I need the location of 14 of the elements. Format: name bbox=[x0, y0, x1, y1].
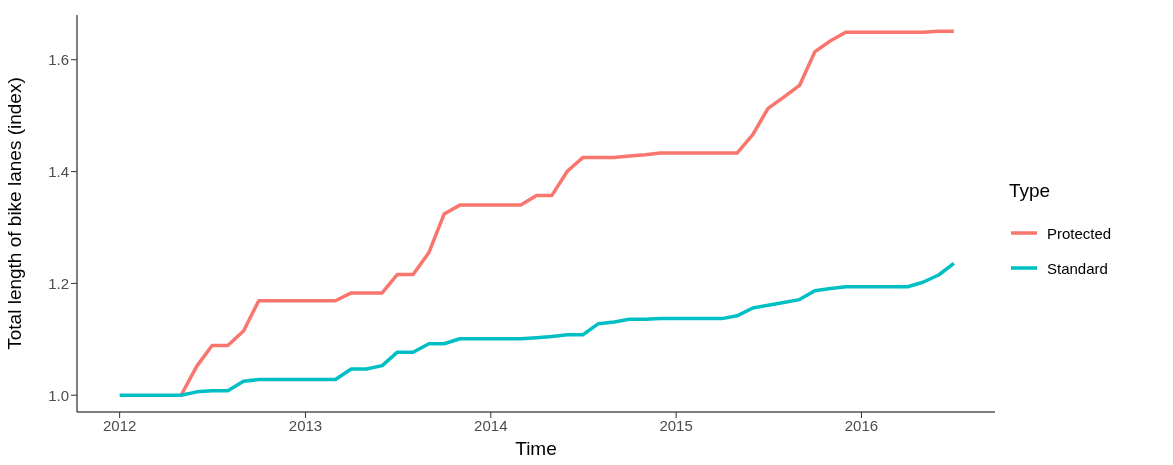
y-tick-label: 1.6 bbox=[48, 51, 69, 69]
x-tick-label: 2015 bbox=[659, 416, 693, 434]
y-tick-label: 1.4 bbox=[48, 162, 69, 180]
legend-label: Standard bbox=[1047, 259, 1108, 277]
x-axis-title: Time bbox=[515, 438, 557, 459]
line-series bbox=[117, 261, 956, 397]
x-tick-label: 2014 bbox=[474, 416, 508, 434]
y-tick-label: 1.2 bbox=[48, 274, 69, 292]
x-tick-label: 2013 bbox=[288, 416, 323, 434]
y-tick-label: 1.0 bbox=[48, 386, 69, 404]
legend-label: Protected bbox=[1047, 224, 1112, 242]
x-tick-label: 2012 bbox=[102, 416, 137, 434]
legend-title: Type bbox=[1009, 179, 1052, 202]
x-tick-label: 2016 bbox=[844, 416, 879, 434]
